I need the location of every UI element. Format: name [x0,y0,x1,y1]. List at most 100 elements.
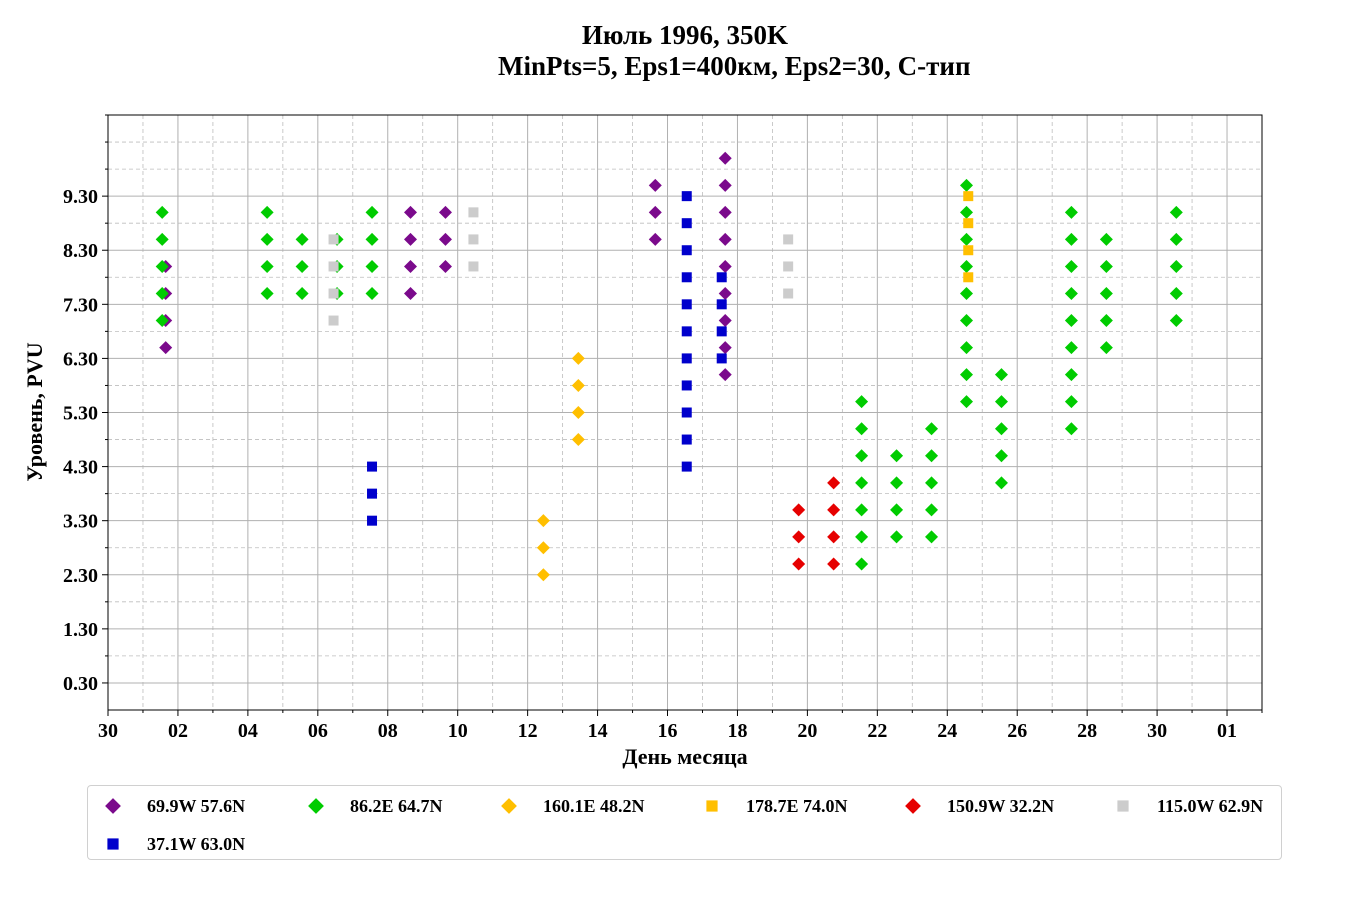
legend-item: 37.1W 63.0N [106,833,245,855]
data-point-series-0 [718,178,732,192]
data-point-series-4 [792,503,806,517]
data-point-series-1 [960,178,974,192]
x-tick-label: 02 [168,720,188,742]
data-point-series-1 [1064,341,1078,355]
data-point-series-1 [855,395,869,409]
data-point-series-1 [260,287,274,300]
data-point-series-1 [295,232,309,246]
data-point-series-1 [1099,232,1113,246]
legend-label: 37.1W 63.0N [147,833,246,854]
data-point-series-1 [295,287,309,300]
data-point-series-0 [718,314,732,328]
data-point-series-1 [1099,341,1113,355]
legend-item: 150.9W 32.2N [905,795,1054,817]
data-point-series-5 [468,234,479,245]
data-point-series-6 [681,272,692,283]
data-point-series-1 [1064,232,1078,246]
data-point-series-0 [403,259,417,273]
data-point-series-6 [681,407,692,418]
data-point-series-1 [1099,287,1113,300]
data-point-series-6 [716,299,727,310]
y-tick-label: 8.30 [63,240,98,262]
legend-marker [1117,800,1129,812]
data-point-series-1 [855,503,869,517]
data-point-series-1 [365,259,379,273]
data-point-series-6 [681,191,692,202]
data-point-series-2 [571,433,585,447]
data-point-series-1 [960,287,974,300]
data-points [155,151,1183,582]
legend: 69.9W 57.6N 86.2E 64.7N 160.1E 48.2N 178.7E… [87,785,1282,860]
data-point-series-1 [925,476,939,490]
data-point-series-0 [403,205,417,219]
x-tick-label: 28 [1077,720,1097,742]
data-point-series-3 [963,245,974,256]
data-point-series-1 [960,314,974,328]
data-point-series-1 [155,205,169,219]
data-point-series-1 [1099,314,1113,328]
data-point-series-0 [403,287,417,300]
legend-label: 115.0W 62.9N [1157,795,1264,816]
axis-ticks: 30 02 04 06 08 10 12 14 16 18 20 22 24 26 28 30 01 0.30 1.… [63,114,1263,742]
data-point-series-1 [960,205,974,219]
data-point-series-4 [827,557,841,571]
y-tick-label: 2.30 [63,565,98,587]
data-point-series-1 [155,287,169,300]
y-tick-label: 4.30 [63,457,98,479]
data-point-series-6 [716,272,727,283]
legend-marker [308,798,324,814]
data-point-series-0 [718,259,732,273]
data-point-series-5 [328,261,339,272]
data-point-series-1 [1064,287,1078,300]
data-point-series-3 [963,272,974,283]
data-point-series-1 [960,341,974,355]
x-tick-label: 01 [1217,720,1237,742]
data-point-series-3 [963,191,974,202]
data-point-series-0 [403,232,417,246]
data-point-series-1 [155,232,169,246]
data-point-series-0 [718,205,732,219]
data-point-series-1 [994,476,1008,490]
x-tick-label: 26 [1007,720,1027,742]
data-point-series-1 [925,530,939,544]
data-point-series-1 [260,205,274,219]
x-tick-label: 12 [518,720,538,742]
legend-label: 160.1E 48.2N [543,795,645,816]
x-tick-label: 30 [1147,720,1167,742]
data-point-series-0 [718,368,732,382]
data-point-series-1 [890,449,904,463]
data-point-series-2 [571,406,585,419]
data-point-series-1 [855,476,869,490]
data-point-series-6 [367,461,378,472]
y-tick-label: 0.30 [63,673,98,695]
legend-item: 178.7E 74.0N [705,795,848,817]
data-point-series-5 [783,261,794,272]
data-point-series-1 [1064,422,1078,436]
legend-marker [107,838,119,850]
data-point-series-2 [571,351,585,365]
data-point-series-1 [365,287,379,300]
y-tick-label: 5.30 [63,403,98,425]
chart-title: Июль 1996, 350K [581,20,789,50]
data-point-series-1 [1064,205,1078,219]
data-point-series-2 [536,541,550,555]
data-point-series-2 [571,378,585,392]
x-tick-label: 24 [937,720,957,742]
x-tick-label: 16 [658,720,678,742]
data-point-series-5 [783,288,794,299]
data-point-series-6 [367,488,378,499]
data-point-series-2 [536,568,550,582]
y-axis-label: Уровень, PVU [22,342,47,481]
data-point-series-1 [1099,259,1113,273]
legend-item: 86.2E 64.7N [308,795,443,817]
x-tick-label: 30 [98,720,118,742]
data-point-series-1 [155,314,169,328]
y-tick-label: 3.30 [63,511,98,533]
data-point-series-1 [960,395,974,409]
data-point-series-5 [783,234,794,245]
data-point-series-1 [960,368,974,382]
x-axis-label: День месяца [622,744,747,769]
legend-item: 160.1E 48.2N [501,795,645,817]
data-point-series-6 [681,326,692,337]
